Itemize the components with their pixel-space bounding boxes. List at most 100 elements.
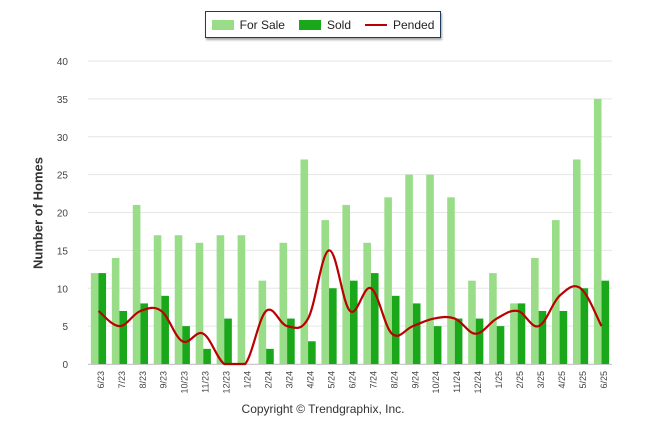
legend-label-sold: Sold: [326, 17, 351, 32]
pended-line[interactable]: [97, 249, 603, 366]
x-tick-label: 11/23: [201, 371, 211, 393]
sold-bar[interactable]: [98, 273, 107, 364]
y-axis-label: Number of Homes: [30, 157, 46, 269]
legend-item-sold[interactable]: Sold: [298, 17, 351, 32]
x-tick-label: 8/24: [389, 371, 399, 389]
legend-label-pended: Pended: [393, 17, 435, 32]
for-sale-bar[interactable]: [195, 242, 204, 364]
for-sale-bar[interactable]: [321, 220, 330, 364]
for-sale-swatch: [211, 19, 234, 30]
x-tick-label: 5/25: [578, 371, 588, 389]
sold-swatch: [298, 19, 321, 30]
for-sale-bar[interactable]: [237, 235, 246, 364]
x-tick-label: 5/24: [326, 371, 336, 389]
for-sale-bar[interactable]: [258, 280, 267, 364]
for-sale-bar[interactable]: [300, 159, 309, 364]
for-sale-bar[interactable]: [111, 257, 120, 364]
x-tick-label: 9/24: [410, 371, 420, 389]
sold-bar[interactable]: [161, 295, 169, 364]
legend-label-for-sale: For Sale: [239, 17, 285, 32]
for-sale-bar[interactable]: [447, 197, 455, 364]
x-tick-label: 1/24: [243, 371, 253, 389]
sold-bar[interactable]: [287, 318, 295, 364]
sold-bar[interactable]: [475, 318, 484, 364]
x-axis-ticks: 6/23 7/23 8/23 9/23 10/23 11/23 12/23 1/24 2/24 3…: [96, 371, 609, 394]
x-tick-label: 8/23: [138, 371, 148, 389]
for-sale-bar[interactable]: [531, 257, 539, 364]
sold-bar[interactable]: [224, 318, 232, 364]
pended-line-layer: [97, 249, 603, 366]
sold-bar[interactable]: [266, 348, 274, 364]
x-tick-label: 6/23: [96, 371, 106, 389]
for-sale-bar[interactable]: [384, 197, 392, 364]
for-sale-bar[interactable]: [90, 273, 99, 364]
sold-bar[interactable]: [412, 303, 421, 364]
for-sale-bar[interactable]: [405, 174, 413, 364]
y-tick-label: 40: [57, 57, 69, 68]
legend-item-pended[interactable]: Pended: [365, 18, 434, 32]
x-tick-label: 10/24: [431, 371, 441, 394]
x-tick-label: 2/25: [515, 371, 525, 389]
sold-bar[interactable]: [370, 273, 379, 364]
y-tick-label: 30: [57, 133, 69, 144]
for-sale-bar[interactable]: [468, 280, 476, 364]
bars: [90, 98, 610, 364]
for-sale-bar[interactable]: [279, 242, 288, 364]
sold-bar[interactable]: [350, 280, 358, 364]
for-sale-bar[interactable]: [489, 273, 497, 364]
legend: For Sale Sold Pended: [205, 11, 441, 38]
x-tick-label: 7/23: [117, 371, 127, 389]
for-sale-bar[interactable]: [342, 204, 350, 364]
for-sale-bar[interactable]: [153, 235, 162, 364]
sold-bar[interactable]: [182, 326, 190, 364]
sold-bar[interactable]: [391, 295, 400, 364]
for-sale-bar[interactable]: [593, 98, 602, 364]
sold-bar[interactable]: [140, 303, 148, 364]
x-tick-label: 6/25: [599, 371, 609, 389]
x-tick-label: 4/25: [557, 371, 567, 389]
x-tick-label: 10/23: [180, 371, 190, 394]
legend-item-for-sale[interactable]: For Sale: [211, 17, 285, 32]
sold-bar[interactable]: [454, 318, 463, 364]
x-tick-label: 12/24: [473, 371, 483, 394]
x-tick-label: 1/25: [494, 371, 504, 389]
y-tick-label: 5: [62, 322, 68, 333]
x-tick-label: 11/24: [452, 371, 462, 393]
y-tick-label: 15: [57, 246, 69, 257]
for-sale-bar[interactable]: [572, 159, 581, 364]
for-sale-bar[interactable]: [363, 242, 371, 364]
x-tick-label: 3/24: [284, 371, 294, 389]
x-tick-label: 3/25: [536, 371, 546, 389]
x-tick-label: 6/24: [347, 371, 357, 389]
sold-bar[interactable]: [517, 303, 526, 364]
for-sale-bar[interactable]: [510, 303, 518, 364]
y-tick-label: 0: [62, 360, 68, 371]
for-sale-bar[interactable]: [132, 204, 141, 364]
sold-bar[interactable]: [308, 341, 316, 364]
y-tick-label: 25: [57, 171, 69, 182]
sold-bar[interactable]: [538, 310, 547, 364]
sold-bar[interactable]: [496, 326, 505, 364]
sold-bar[interactable]: [433, 326, 442, 364]
y-axis-ticks: 0 5 10 15 20 25 30 35 40: [57, 57, 69, 371]
x-tick-label: 2/24: [264, 371, 274, 389]
copyright-footer: Copyright © Trendgraphix, Inc.: [241, 402, 405, 416]
pended-swatch: [365, 23, 387, 26]
x-tick-label: 12/23: [222, 371, 232, 394]
x-tick-label: 9/23: [159, 371, 169, 389]
for-sale-bar[interactable]: [426, 174, 434, 364]
x-tick-label: 4/24: [305, 371, 315, 389]
y-tick-label: 10: [57, 284, 69, 295]
sold-bar[interactable]: [559, 310, 568, 364]
sold-bar[interactable]: [580, 288, 589, 364]
for-sale-bar[interactable]: [552, 220, 560, 364]
sold-bar[interactable]: [203, 348, 211, 364]
sold-bar[interactable]: [119, 310, 128, 364]
for-sale-bar[interactable]: [216, 235, 225, 364]
for-sale-bar[interactable]: [174, 235, 183, 364]
y-tick-label: 20: [57, 209, 69, 220]
x-tick-label: 7/24: [368, 371, 378, 389]
sold-bar[interactable]: [329, 288, 337, 364]
sold-bar[interactable]: [601, 280, 610, 364]
